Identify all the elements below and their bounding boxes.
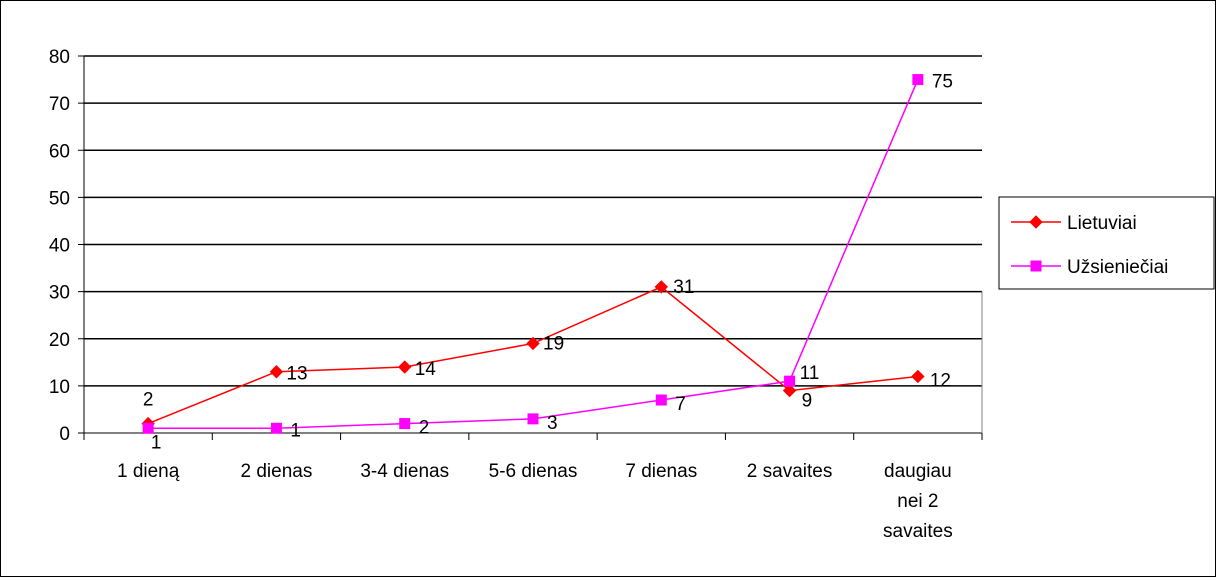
x-tick-label: 2 dienas <box>241 461 313 482</box>
series-1: 2 13 14 19 31 9 12 <box>141 277 951 431</box>
x-tick-label: 2 savaites <box>747 461 833 482</box>
data-point <box>398 360 412 374</box>
data-label: 75 <box>932 72 953 93</box>
legend-label: Lietuviai <box>1067 213 1137 234</box>
data-label: 19 <box>543 333 564 354</box>
y-tick-label: 30 <box>49 283 70 304</box>
y-tick-label: 60 <box>49 141 70 162</box>
data-point <box>654 280 668 294</box>
data-label: 2 <box>419 418 430 439</box>
data-label: 1 <box>290 420 301 441</box>
x-tick-label: 5-6 dienas <box>489 461 578 482</box>
y-tick-label: 40 <box>49 236 70 257</box>
data-label: 13 <box>286 364 307 385</box>
data-point <box>269 365 284 379</box>
data-label: 3 <box>547 413 558 434</box>
data-point <box>1030 260 1042 272</box>
x-tick-label: 7 dienas <box>625 461 697 482</box>
legend-item: Lietuviai <box>1011 213 1137 234</box>
data-point <box>655 394 667 406</box>
x-tick-label: 1 dieną <box>117 461 180 482</box>
data-point <box>1029 215 1043 229</box>
legend-label: Užsieniečiai <box>1067 257 1168 278</box>
y-tick-label: 10 <box>49 377 70 398</box>
x-tick-label: savaites <box>883 521 953 542</box>
data-point <box>526 336 540 351</box>
data-label: 9 <box>802 391 813 412</box>
x-tick-label: nei 2 <box>897 491 938 512</box>
y-tick-label: 70 <box>49 94 70 115</box>
data-label: 12 <box>930 370 951 391</box>
data-point <box>782 383 797 398</box>
data-point <box>784 375 796 387</box>
data-point <box>270 422 282 434</box>
y-tick-label: 80 <box>49 47 70 68</box>
legend-item: Užsieniečiai <box>1011 257 1168 278</box>
data-point <box>912 74 924 86</box>
x-tick-label: daugiau <box>884 461 952 482</box>
data-label: 2 <box>143 390 154 411</box>
x-axis-ticks: 1 dieną 2 dienas 3-4 dienas 5-6 dienas 7 die… <box>83 433 983 542</box>
y-tick-label: 0 <box>59 424 70 445</box>
data-point <box>527 413 539 425</box>
data-label: 1 <box>151 432 162 453</box>
data-label: 31 <box>673 277 694 298</box>
gridlines <box>84 55 982 387</box>
data-point <box>911 369 925 384</box>
legend-box <box>998 196 1215 290</box>
y-axis-ticks: 0 10 20 30 40 50 60 70 80 <box>49 47 84 445</box>
y-tick-label: 50 <box>49 188 70 209</box>
legend: Lietuviai Užsieniečiai <box>998 196 1215 290</box>
data-label: 7 <box>675 394 686 415</box>
x-tick-label: 3-4 dienas <box>360 461 449 482</box>
data-point <box>142 422 154 434</box>
data-label: 14 <box>415 359 437 380</box>
data-label: 11 <box>800 363 820 384</box>
data-point <box>399 418 411 430</box>
y-tick-label: 20 <box>49 330 70 351</box>
